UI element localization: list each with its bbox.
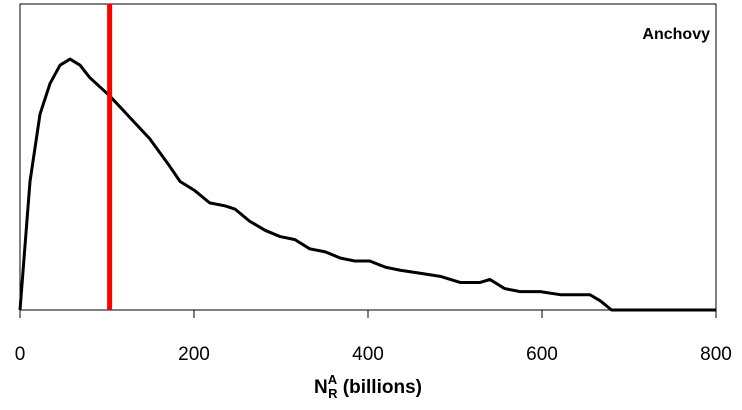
x-label-rest: (billions): [338, 377, 422, 398]
x-tick-label: 200: [178, 344, 210, 365]
annotation: Anchovy: [642, 26, 710, 43]
x-tick-label: 0: [15, 344, 26, 365]
x-label-sup: A: [328, 372, 338, 387]
x-tick-label: 400: [352, 344, 384, 365]
density-line: [18, 57, 716, 312]
x-label-sub: R: [328, 386, 338, 401]
plot-frame: [19, 3, 717, 311]
x-tick-label: 800: [700, 344, 732, 365]
x-axis-label: NA R (billions): [314, 372, 422, 401]
x-tick-label: 600: [526, 344, 558, 365]
x-label-base: N: [314, 377, 328, 398]
